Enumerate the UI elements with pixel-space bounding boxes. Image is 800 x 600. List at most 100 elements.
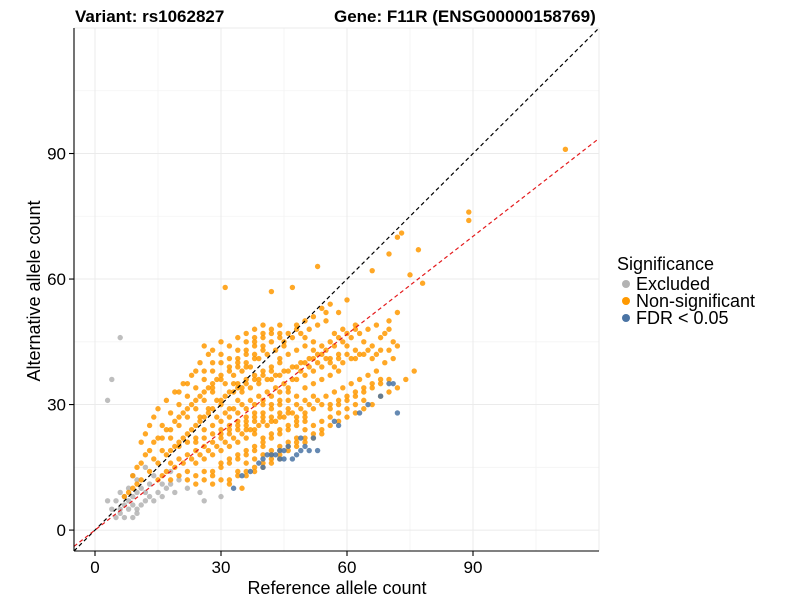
data-point bbox=[222, 393, 228, 399]
data-point bbox=[327, 422, 333, 429]
data-point bbox=[344, 393, 350, 399]
data-point bbox=[209, 368, 216, 374]
data-point bbox=[180, 460, 186, 466]
data-point bbox=[365, 347, 371, 353]
data-point bbox=[176, 477, 182, 483]
data-point bbox=[251, 334, 258, 341]
data-point bbox=[130, 514, 136, 521]
data-point bbox=[260, 464, 266, 471]
data-point bbox=[268, 435, 275, 441]
data-point bbox=[302, 334, 308, 341]
data-point bbox=[348, 380, 354, 387]
data-point bbox=[218, 418, 224, 424]
data-point bbox=[365, 401, 371, 408]
data-point bbox=[193, 368, 199, 374]
data-point bbox=[323, 355, 329, 362]
data-point bbox=[226, 355, 233, 362]
data-point bbox=[356, 351, 363, 358]
data-point bbox=[268, 456, 275, 462]
data-point bbox=[323, 318, 329, 324]
data-point bbox=[155, 477, 161, 483]
data-point bbox=[293, 435, 300, 441]
x-tick-label: 60 bbox=[338, 558, 357, 577]
data-point bbox=[377, 393, 384, 399]
x-tick-label: 90 bbox=[464, 558, 483, 577]
data-point bbox=[352, 401, 359, 408]
data-point bbox=[243, 330, 249, 337]
data-point bbox=[293, 376, 300, 383]
data-point bbox=[344, 397, 350, 404]
data-point bbox=[226, 456, 233, 462]
data-point bbox=[201, 414, 207, 420]
data-point bbox=[310, 380, 317, 387]
data-point bbox=[268, 326, 275, 332]
data-point bbox=[335, 422, 342, 429]
legend-label: FDR < 0.05 bbox=[636, 308, 729, 328]
legend-label: Excluded bbox=[636, 274, 710, 294]
data-point bbox=[361, 385, 367, 391]
reference-line-identity bbox=[74, 28, 599, 551]
data-point bbox=[243, 406, 249, 412]
data-point bbox=[264, 389, 270, 395]
data-point bbox=[369, 267, 375, 274]
data-point bbox=[251, 355, 258, 362]
data-point bbox=[235, 355, 241, 362]
data-point bbox=[272, 385, 279, 391]
data-point bbox=[151, 498, 157, 504]
data-point bbox=[268, 288, 275, 295]
data-point bbox=[125, 498, 132, 504]
data-point bbox=[167, 447, 174, 454]
data-point bbox=[260, 443, 266, 450]
data-point bbox=[243, 422, 249, 429]
data-point bbox=[239, 431, 245, 437]
x-tick-label: 30 bbox=[212, 558, 231, 577]
data-point bbox=[218, 435, 224, 441]
data-point bbox=[260, 343, 266, 349]
data-point bbox=[277, 414, 283, 420]
data-point bbox=[302, 343, 308, 349]
data-point bbox=[302, 385, 308, 391]
data-point bbox=[180, 435, 186, 441]
x-axis-title: Reference allele count bbox=[247, 578, 426, 598]
data-point bbox=[121, 514, 128, 521]
data-point bbox=[214, 414, 220, 420]
data-point bbox=[293, 443, 300, 450]
data-point bbox=[314, 397, 321, 404]
data-point bbox=[205, 385, 212, 391]
data-point bbox=[184, 414, 191, 420]
data-point bbox=[130, 485, 136, 491]
data-point bbox=[361, 389, 367, 395]
reference-line-fit bbox=[74, 137, 599, 547]
data-point bbox=[205, 410, 212, 416]
data-point bbox=[386, 389, 392, 395]
data-point bbox=[285, 368, 291, 374]
data-point bbox=[390, 339, 396, 345]
data-point bbox=[167, 426, 174, 433]
data-point bbox=[209, 422, 216, 429]
data-point bbox=[260, 330, 266, 337]
data-point bbox=[218, 464, 224, 471]
data-point bbox=[184, 431, 191, 437]
data-point bbox=[293, 347, 300, 353]
data-point bbox=[243, 472, 249, 479]
legend-key-1 bbox=[622, 297, 630, 305]
data-point bbox=[163, 485, 170, 491]
data-point bbox=[293, 422, 300, 429]
data-point bbox=[344, 297, 350, 303]
data-points bbox=[104, 146, 569, 521]
data-point bbox=[235, 410, 241, 416]
data-point bbox=[281, 343, 287, 349]
data-point bbox=[377, 376, 384, 383]
data-point bbox=[285, 443, 291, 450]
data-point bbox=[176, 439, 182, 445]
data-point bbox=[285, 447, 291, 454]
data-point bbox=[218, 339, 224, 345]
data-point bbox=[125, 489, 132, 496]
data-point bbox=[218, 447, 224, 454]
data-point bbox=[226, 477, 233, 483]
data-point bbox=[281, 414, 287, 420]
data-point bbox=[260, 452, 266, 458]
data-point bbox=[310, 339, 317, 345]
data-point bbox=[348, 334, 354, 341]
